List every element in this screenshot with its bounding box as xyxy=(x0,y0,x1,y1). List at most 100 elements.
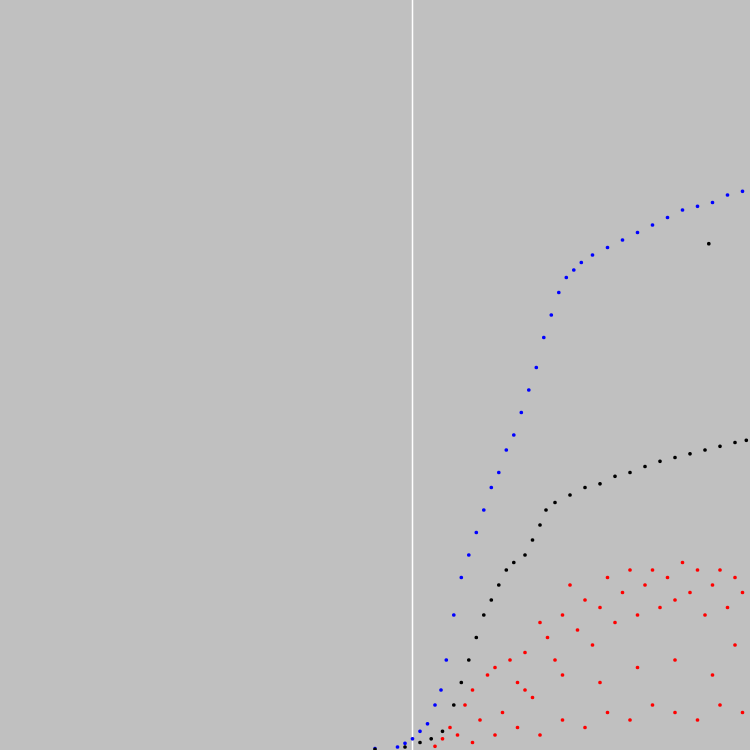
series-2-point-39 xyxy=(725,605,730,610)
series-2-point-42 xyxy=(470,740,475,745)
series-0-point-6 xyxy=(433,703,437,707)
series-0-point-30 xyxy=(635,230,640,235)
series-1-point-2 xyxy=(418,740,422,745)
series-2-point-13 xyxy=(530,695,535,700)
series-0-point-23 xyxy=(557,290,561,295)
series-2-point-2 xyxy=(448,725,452,730)
series-2-point-17 xyxy=(560,613,565,617)
series-1-point-29 xyxy=(718,444,722,449)
series-2-point-44 xyxy=(515,725,520,730)
series-2-point-23 xyxy=(605,575,610,580)
series-0-point-16 xyxy=(504,448,509,452)
series-2-point-32 xyxy=(673,598,677,602)
series-2-point-4 xyxy=(463,703,467,707)
series-1-point-28 xyxy=(703,448,707,452)
series-1-point-22 xyxy=(613,474,617,479)
series-0-point-25 xyxy=(572,268,576,272)
series-0-point-2 xyxy=(403,741,407,746)
series-2-point-35 xyxy=(695,568,700,572)
series-2-point-22 xyxy=(598,605,602,610)
series-2-point-58 xyxy=(635,665,640,670)
series-1-point-30 xyxy=(733,440,737,445)
series-2-point-30 xyxy=(658,605,662,610)
series-1-point-5 xyxy=(452,703,456,707)
series-2-point-34 xyxy=(688,590,692,595)
series-2-point-59 xyxy=(673,658,677,662)
series-2-point-37 xyxy=(710,583,715,587)
series-2-point-5 xyxy=(470,688,475,692)
series-0-point-31 xyxy=(650,223,655,227)
series-1-point-20 xyxy=(583,485,587,490)
series-2-point-9 xyxy=(500,710,505,715)
series-2-point-38 xyxy=(718,568,722,572)
series-0-point-10 xyxy=(459,575,464,580)
series-1-point-8 xyxy=(474,635,479,640)
series-0 xyxy=(373,189,745,750)
series-2-point-31 xyxy=(665,575,670,580)
series-2-point-33 xyxy=(680,560,685,565)
series-0-point-7 xyxy=(439,688,443,692)
series-0-point-34 xyxy=(695,204,700,209)
series-2-point-47 xyxy=(583,725,587,730)
series-1-point-9 xyxy=(482,613,486,617)
series-0-point-3 xyxy=(410,737,415,741)
series-2-point-60 xyxy=(710,673,715,677)
series-2-point-46 xyxy=(560,718,565,722)
series-0-point-12 xyxy=(474,530,479,535)
series-0-point-28 xyxy=(605,245,610,250)
series-1-point-1 xyxy=(403,745,407,749)
series-1-point-17 xyxy=(544,508,548,512)
series-1-point-14 xyxy=(523,553,527,557)
series-1-point-26 xyxy=(673,455,677,460)
series-2-point-36 xyxy=(703,613,707,617)
series-0-point-14 xyxy=(489,485,494,490)
series-0-point-26 xyxy=(579,260,584,265)
series-2-point-21 xyxy=(590,643,595,647)
series-2-point-1 xyxy=(440,737,445,741)
series-0-point-19 xyxy=(527,388,531,392)
series-0-point-1 xyxy=(395,745,400,749)
series-2-point-20 xyxy=(583,598,587,602)
series-1-point-32 xyxy=(707,241,711,246)
series-2-point-10 xyxy=(508,658,512,662)
series-1-point-25 xyxy=(658,459,662,464)
series-1 xyxy=(373,241,749,750)
series-2-point-15 xyxy=(545,635,550,640)
series-1-point-4 xyxy=(440,729,445,734)
series-2-point-57 xyxy=(598,680,602,685)
series-2-point-11 xyxy=(515,680,520,685)
series-0-point-15 xyxy=(497,470,501,475)
series-0-point-18 xyxy=(519,410,524,415)
series-2-point-24 xyxy=(613,620,617,625)
series-0-point-4 xyxy=(418,729,422,734)
series-1-point-10 xyxy=(489,598,494,602)
series-1-point-6 xyxy=(459,680,464,685)
series-2-point-52 xyxy=(695,718,700,722)
series-2 xyxy=(433,560,745,749)
series-2-point-55 xyxy=(523,688,527,692)
series-0-point-37 xyxy=(740,189,745,194)
series-0-point-9 xyxy=(452,613,456,617)
series-1-point-24 xyxy=(643,464,647,469)
series-1-point-23 xyxy=(628,470,632,475)
series-layer xyxy=(373,189,749,750)
series-2-point-54 xyxy=(740,710,745,715)
series-2-point-3 xyxy=(455,733,460,737)
series-0-point-27 xyxy=(590,253,595,257)
series-0-point-35 xyxy=(710,200,715,205)
series-0-point-29 xyxy=(620,238,625,242)
series-1-point-7 xyxy=(467,658,471,662)
series-2-point-61 xyxy=(733,643,737,647)
series-2-point-49 xyxy=(628,718,632,722)
series-2-point-14 xyxy=(538,620,542,625)
series-2-point-0 xyxy=(433,744,437,749)
series-0-point-5 xyxy=(425,722,430,726)
series-1-point-3 xyxy=(429,737,434,741)
series-2-point-56 xyxy=(560,673,565,677)
series-0-point-11 xyxy=(467,553,471,557)
series-2-point-43 xyxy=(493,733,497,737)
series-2-point-41 xyxy=(740,590,745,595)
series-2-point-6 xyxy=(478,718,482,722)
series-1-point-31 xyxy=(744,438,749,443)
